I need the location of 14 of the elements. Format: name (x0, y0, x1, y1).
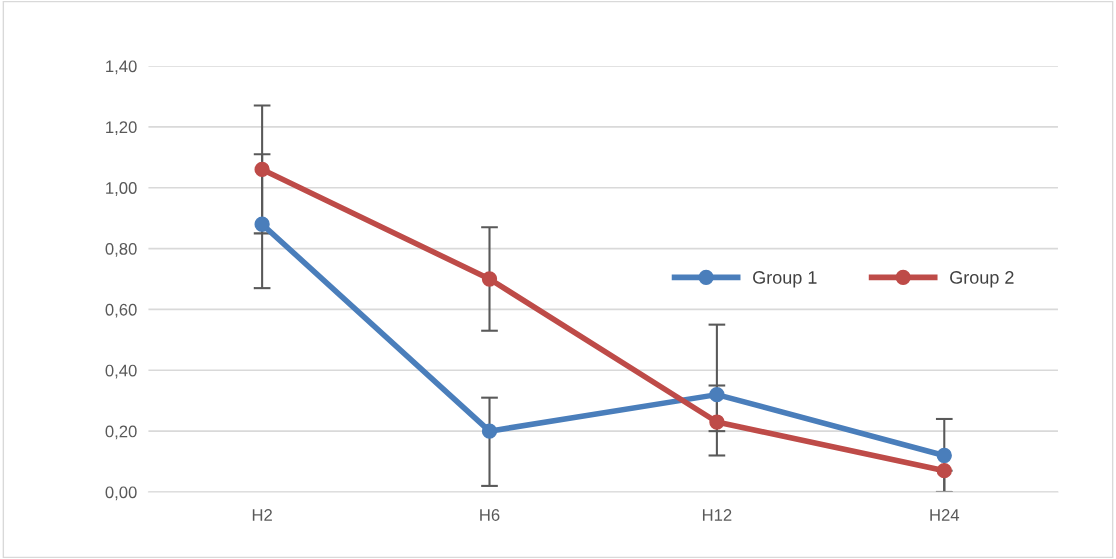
y-tick-label: 0,00 (105, 486, 137, 501)
x-tick-label: H12 (702, 509, 732, 521)
x-tick-label: H24 (930, 509, 960, 521)
y-tick-label: 0,40 (105, 364, 137, 379)
x-tick-label: H6 (480, 509, 500, 521)
y-tick-label: 1,00 (106, 182, 137, 196)
y-tick-label: 0,80 (105, 242, 137, 257)
x-tick-label: H2 (252, 509, 272, 521)
legend-label: Group 2 (950, 271, 1014, 288)
legend-label: Group 1 (753, 271, 817, 288)
y-tick-label: 1,20 (106, 121, 137, 136)
y-tick-label: 0,20 (105, 425, 137, 440)
y-tick-label: 1,40 (106, 60, 137, 75)
y-tick-label: 0,60 (105, 303, 137, 318)
